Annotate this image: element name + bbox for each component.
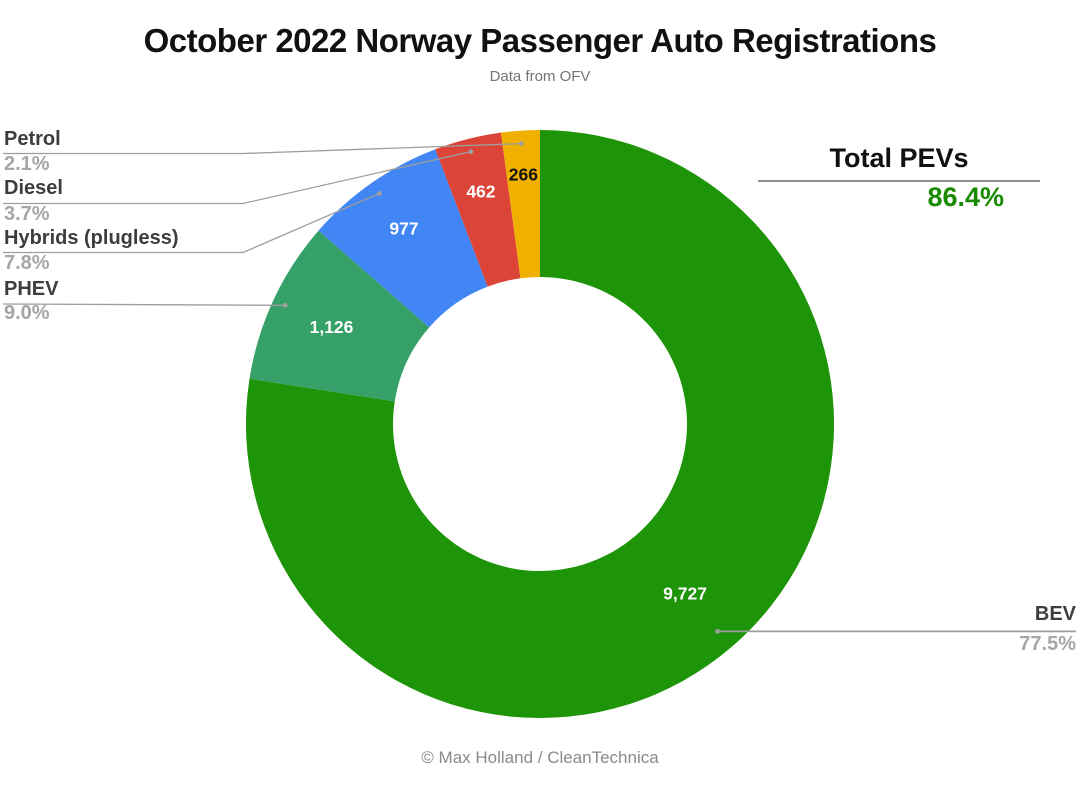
leader-dot-petrol [518,141,524,147]
value-label-petrol: 266 [509,165,538,185]
callout-bev-label: BEV [1034,603,1076,625]
chart-title: October 2022 Norway Passenger Auto Regis… [143,22,937,59]
slice-petrol [500,130,540,279]
slice-diesel [435,132,521,287]
leader-line-hybrids-plugless [3,192,380,254]
callout-diesel-pct: 3.7% [4,203,50,225]
callout-bev-pct: 77.5% [1019,633,1076,655]
leader-dot-diesel [468,149,474,155]
callout-petrol-pct: 2.1% [4,153,50,175]
value-label-bev: 9,727 [663,583,707,603]
callout-phev-label: PHEV [4,278,59,300]
callout-diesel-label: Diesel [4,177,63,199]
value-label-diesel: 462 [466,181,495,201]
callout-hybrids-pct: 7.8% [4,252,50,274]
leader-dot-bev [715,628,720,634]
leader-dot-phev [282,302,288,308]
slice-phev [249,230,430,402]
total-pevs-label: Total PEVs [829,143,969,173]
slice-bev [246,130,834,718]
leader-line-petrol [3,142,522,155]
chart-subtitle: Data from OFV [489,68,591,85]
value-label-hybrids-plugless: 977 [389,219,418,239]
callout-phev-pct: 9.0% [4,302,50,324]
leader-line-diesel [3,151,471,205]
value-label-phev: 1,126 [310,317,354,337]
total-pevs-value: 86.4% [927,182,1004,212]
total-pevs-underline [758,180,1040,182]
leader-dot-hybrids-plugless [376,191,382,196]
chart-footer-credit: © Max Holland / CleanTechnica [421,748,659,767]
callout-hybrids-label: Hybrids (plugless) [4,227,179,249]
callout-petrol-label: Petrol [4,128,61,150]
slice-hybrids-plugless [318,149,488,328]
leader-line-phev [2,303,286,306]
